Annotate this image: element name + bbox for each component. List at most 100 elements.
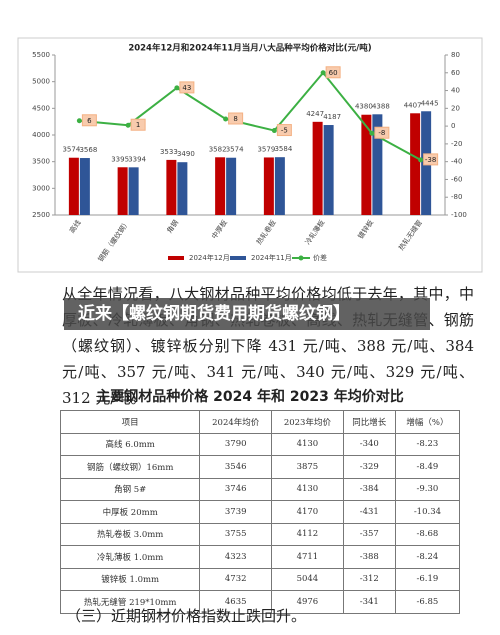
line-point (271, 128, 277, 134)
line-value-label: 8 (233, 115, 237, 123)
legend-label: 2024年12月 (189, 253, 230, 262)
bar (274, 157, 285, 215)
line-point (174, 85, 180, 91)
table-cell: -8.23 (394, 432, 461, 456)
y2-tick-label: 60 (451, 69, 460, 77)
table-cell: 3546 (199, 455, 273, 479)
bar (117, 167, 128, 215)
table-cell: 3790 (199, 432, 273, 456)
table-row: 高线 6.0mm 3790 4130 -340 -8.23 (59, 432, 461, 456)
line-label-box (276, 124, 292, 137)
y2-tick-label: 40 (451, 87, 460, 95)
bar (68, 157, 79, 215)
bar (128, 167, 139, 215)
y2-tick-label: 20 (451, 104, 460, 112)
bar-value-label: 4247 (306, 110, 324, 118)
table-cell: -10.34 (394, 500, 461, 524)
line-point (76, 118, 82, 124)
legend-swatch (168, 256, 184, 260)
y-tick-label: 3000 (32, 184, 50, 192)
table-header-row: 项目 2024年均价 2023年均价 同比增长 增幅（%） (59, 410, 461, 434)
table-cell: -312 (342, 567, 396, 591)
bar-value-label: 3568 (79, 146, 97, 154)
line-value-label: 6 (87, 117, 92, 125)
table-cell: 4711 (271, 545, 344, 569)
y2-tick-label: 80 (451, 51, 460, 59)
bar-value-label: 4388 (372, 102, 390, 110)
y-tick-label: 4000 (32, 131, 50, 139)
table-cell: -9.30 (394, 477, 461, 501)
table-header-cell: 2024年均价 (199, 410, 273, 434)
y-tick-label: 4500 (32, 104, 50, 112)
table-row: 热轧卷板 3.0mm 3755 4112 -357 -8.68 (59, 522, 461, 546)
table-cell: -340 (342, 432, 396, 456)
table-cell: -8.68 (394, 522, 461, 546)
line-value-label: -8 (378, 129, 385, 137)
y-tick-label: 3500 (32, 158, 50, 166)
bar-value-label: 3584 (274, 145, 292, 153)
table-cell: -329 (342, 455, 396, 479)
line-label-box (423, 153, 439, 166)
bar (79, 158, 90, 215)
table-row: 冷轧薄板 1.0mm 4323 4711 -388 -8.24 (59, 545, 461, 569)
table-cell: 热轧卷板 3.0mm (59, 522, 201, 546)
chart: 2024年12月和2024年11月当月八大品种平均价格对比(元/吨) 2500 3… (17, 37, 483, 273)
table-cell: -6.85 (394, 590, 461, 614)
table-cell: 镀锌板 1.0mm (59, 567, 201, 591)
table-cell: 4732 (199, 567, 273, 591)
y2-tick-label: -60 (451, 175, 462, 183)
table-cell: 3875 (271, 455, 344, 479)
table-header-cell: 2023年均价 (271, 410, 344, 434)
bar-value-label: 3579 (257, 145, 275, 153)
table-row: 角钢 5# 3746 4130 -384 -9.30 (59, 477, 461, 501)
line-value-label: 43 (182, 84, 191, 92)
table-cell: -357 (342, 522, 396, 546)
chart-title: 2024年12月和2024年11月当月八大品种平均价格对比(元/吨) (128, 43, 371, 54)
bar (372, 114, 383, 215)
bar (312, 121, 323, 215)
y2-tick-label: -20 (451, 140, 462, 148)
line-point (418, 157, 424, 163)
bar-value-label: 3394 (128, 155, 146, 163)
y-tick-label: 5000 (32, 78, 50, 86)
bar-value-label: 3395 (111, 155, 129, 163)
bar-value-label: 3574 (62, 146, 80, 154)
table-cell: 4130 (271, 432, 344, 456)
table-cell: 4323 (199, 545, 273, 569)
table-cell: 冷轧薄板 1.0mm (59, 545, 201, 569)
line-point (320, 70, 326, 76)
y2-tick-label: -100 (451, 211, 467, 219)
table-cell: 4112 (271, 522, 344, 546)
bar-value-label: 4380 (355, 103, 373, 111)
table-cell: 角钢 5# (59, 477, 201, 501)
table-cell: 中厚板 20mm (59, 500, 201, 524)
table: 项目 2024年均价 2023年均价 同比增长 增幅（%） 高线 6.0mm 3790 413… (59, 410, 461, 614)
table-cell: -341 (342, 590, 396, 614)
line-point (369, 130, 375, 136)
table-header-cell: 项目 (59, 410, 201, 434)
bar-value-label: 3574 (226, 146, 244, 154)
legend-label: 价差 (313, 253, 327, 262)
table-row: 钢筋（螺纹钢）16mm 3546 3875 -329 -8.49 (59, 455, 461, 479)
table-cell: 4130 (271, 477, 344, 501)
bar-value-label: 4445 (421, 99, 439, 107)
table-row: 热轧无缝管 219*10mm 4635 4976 -341 -6.85 (59, 590, 461, 614)
bar (166, 159, 177, 215)
bar (361, 114, 372, 215)
line-point (125, 122, 131, 128)
table-cell: 5044 (271, 567, 344, 591)
table-title: 主要钢材品种价格 2024 年和 2023 年均价对比 (96, 389, 404, 405)
y2-tick-label: -80 (451, 193, 462, 201)
legend-swatch (298, 255, 304, 261)
table-cell: 3755 (199, 522, 273, 546)
bar (263, 157, 274, 215)
bar-value-label: 3533 (160, 148, 178, 156)
table-cell: -6.19 (394, 567, 461, 591)
y2-tick-label: 0 (451, 122, 455, 130)
table-cell: 3739 (199, 500, 273, 524)
chart-frame (17, 37, 483, 273)
table-row: 中厚板 20mm 3739 4170 -431 -10.34 (59, 500, 461, 524)
line-label-box (81, 114, 97, 127)
banner: 近来【螺纹钢期货费用期货螺纹钢】 (64, 298, 430, 330)
